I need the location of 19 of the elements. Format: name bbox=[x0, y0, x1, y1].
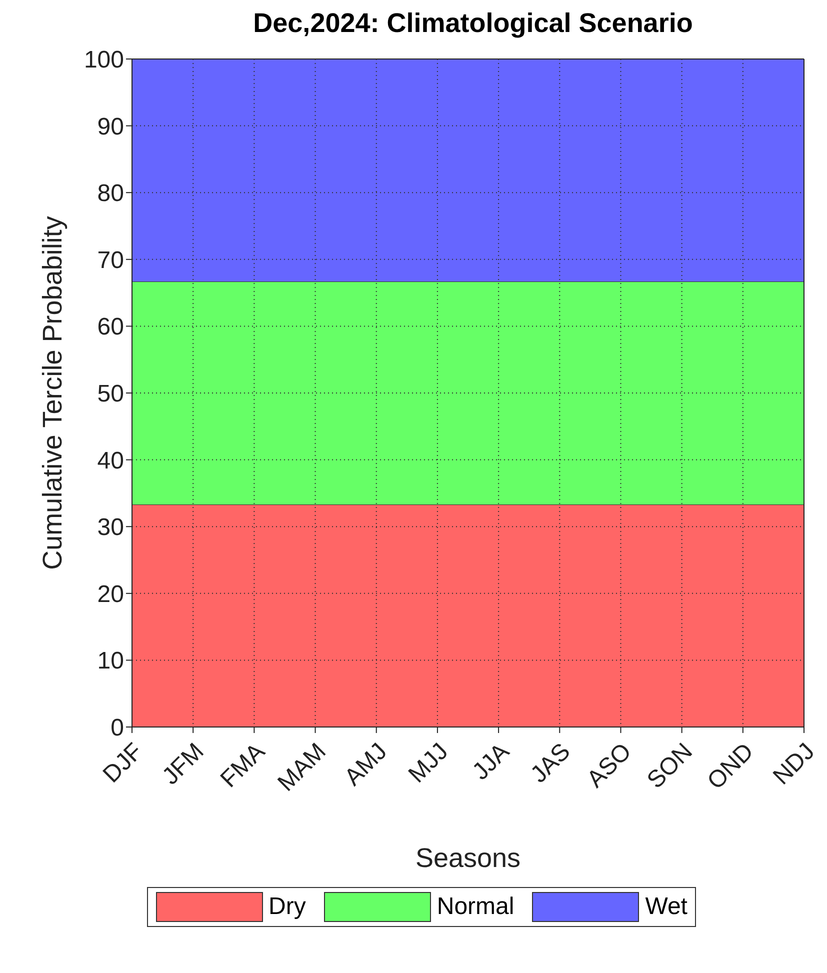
y-tick-label: 80 bbox=[97, 180, 124, 208]
x-tick-label: JAS bbox=[526, 738, 576, 788]
y-axis-title: Cumulative Tercile Probability bbox=[38, 216, 68, 570]
legend-label: Wet bbox=[645, 893, 688, 921]
chart-title: Dec,2024: Climatological Scenario bbox=[252, 8, 694, 38]
y-tick-label: 40 bbox=[97, 447, 124, 474]
y-tick-label: 30 bbox=[97, 514, 124, 542]
y-tick-label: 60 bbox=[97, 314, 124, 341]
x-axis-title: Seasons bbox=[415, 843, 521, 873]
y-tick-label: 50 bbox=[97, 380, 124, 408]
y-tick-label: 20 bbox=[97, 580, 124, 608]
legend-label: Normal bbox=[436, 893, 514, 921]
x-tick-label: MJJ bbox=[403, 738, 454, 788]
y-tick-label: 70 bbox=[97, 246, 124, 274]
y-tick-label: 90 bbox=[97, 113, 124, 140]
x-tick-label: JJA bbox=[467, 738, 515, 786]
y-tick-label: 100 bbox=[84, 46, 124, 74]
y-tick-label: 10 bbox=[97, 648, 124, 675]
legend-label: Dry bbox=[268, 893, 306, 921]
